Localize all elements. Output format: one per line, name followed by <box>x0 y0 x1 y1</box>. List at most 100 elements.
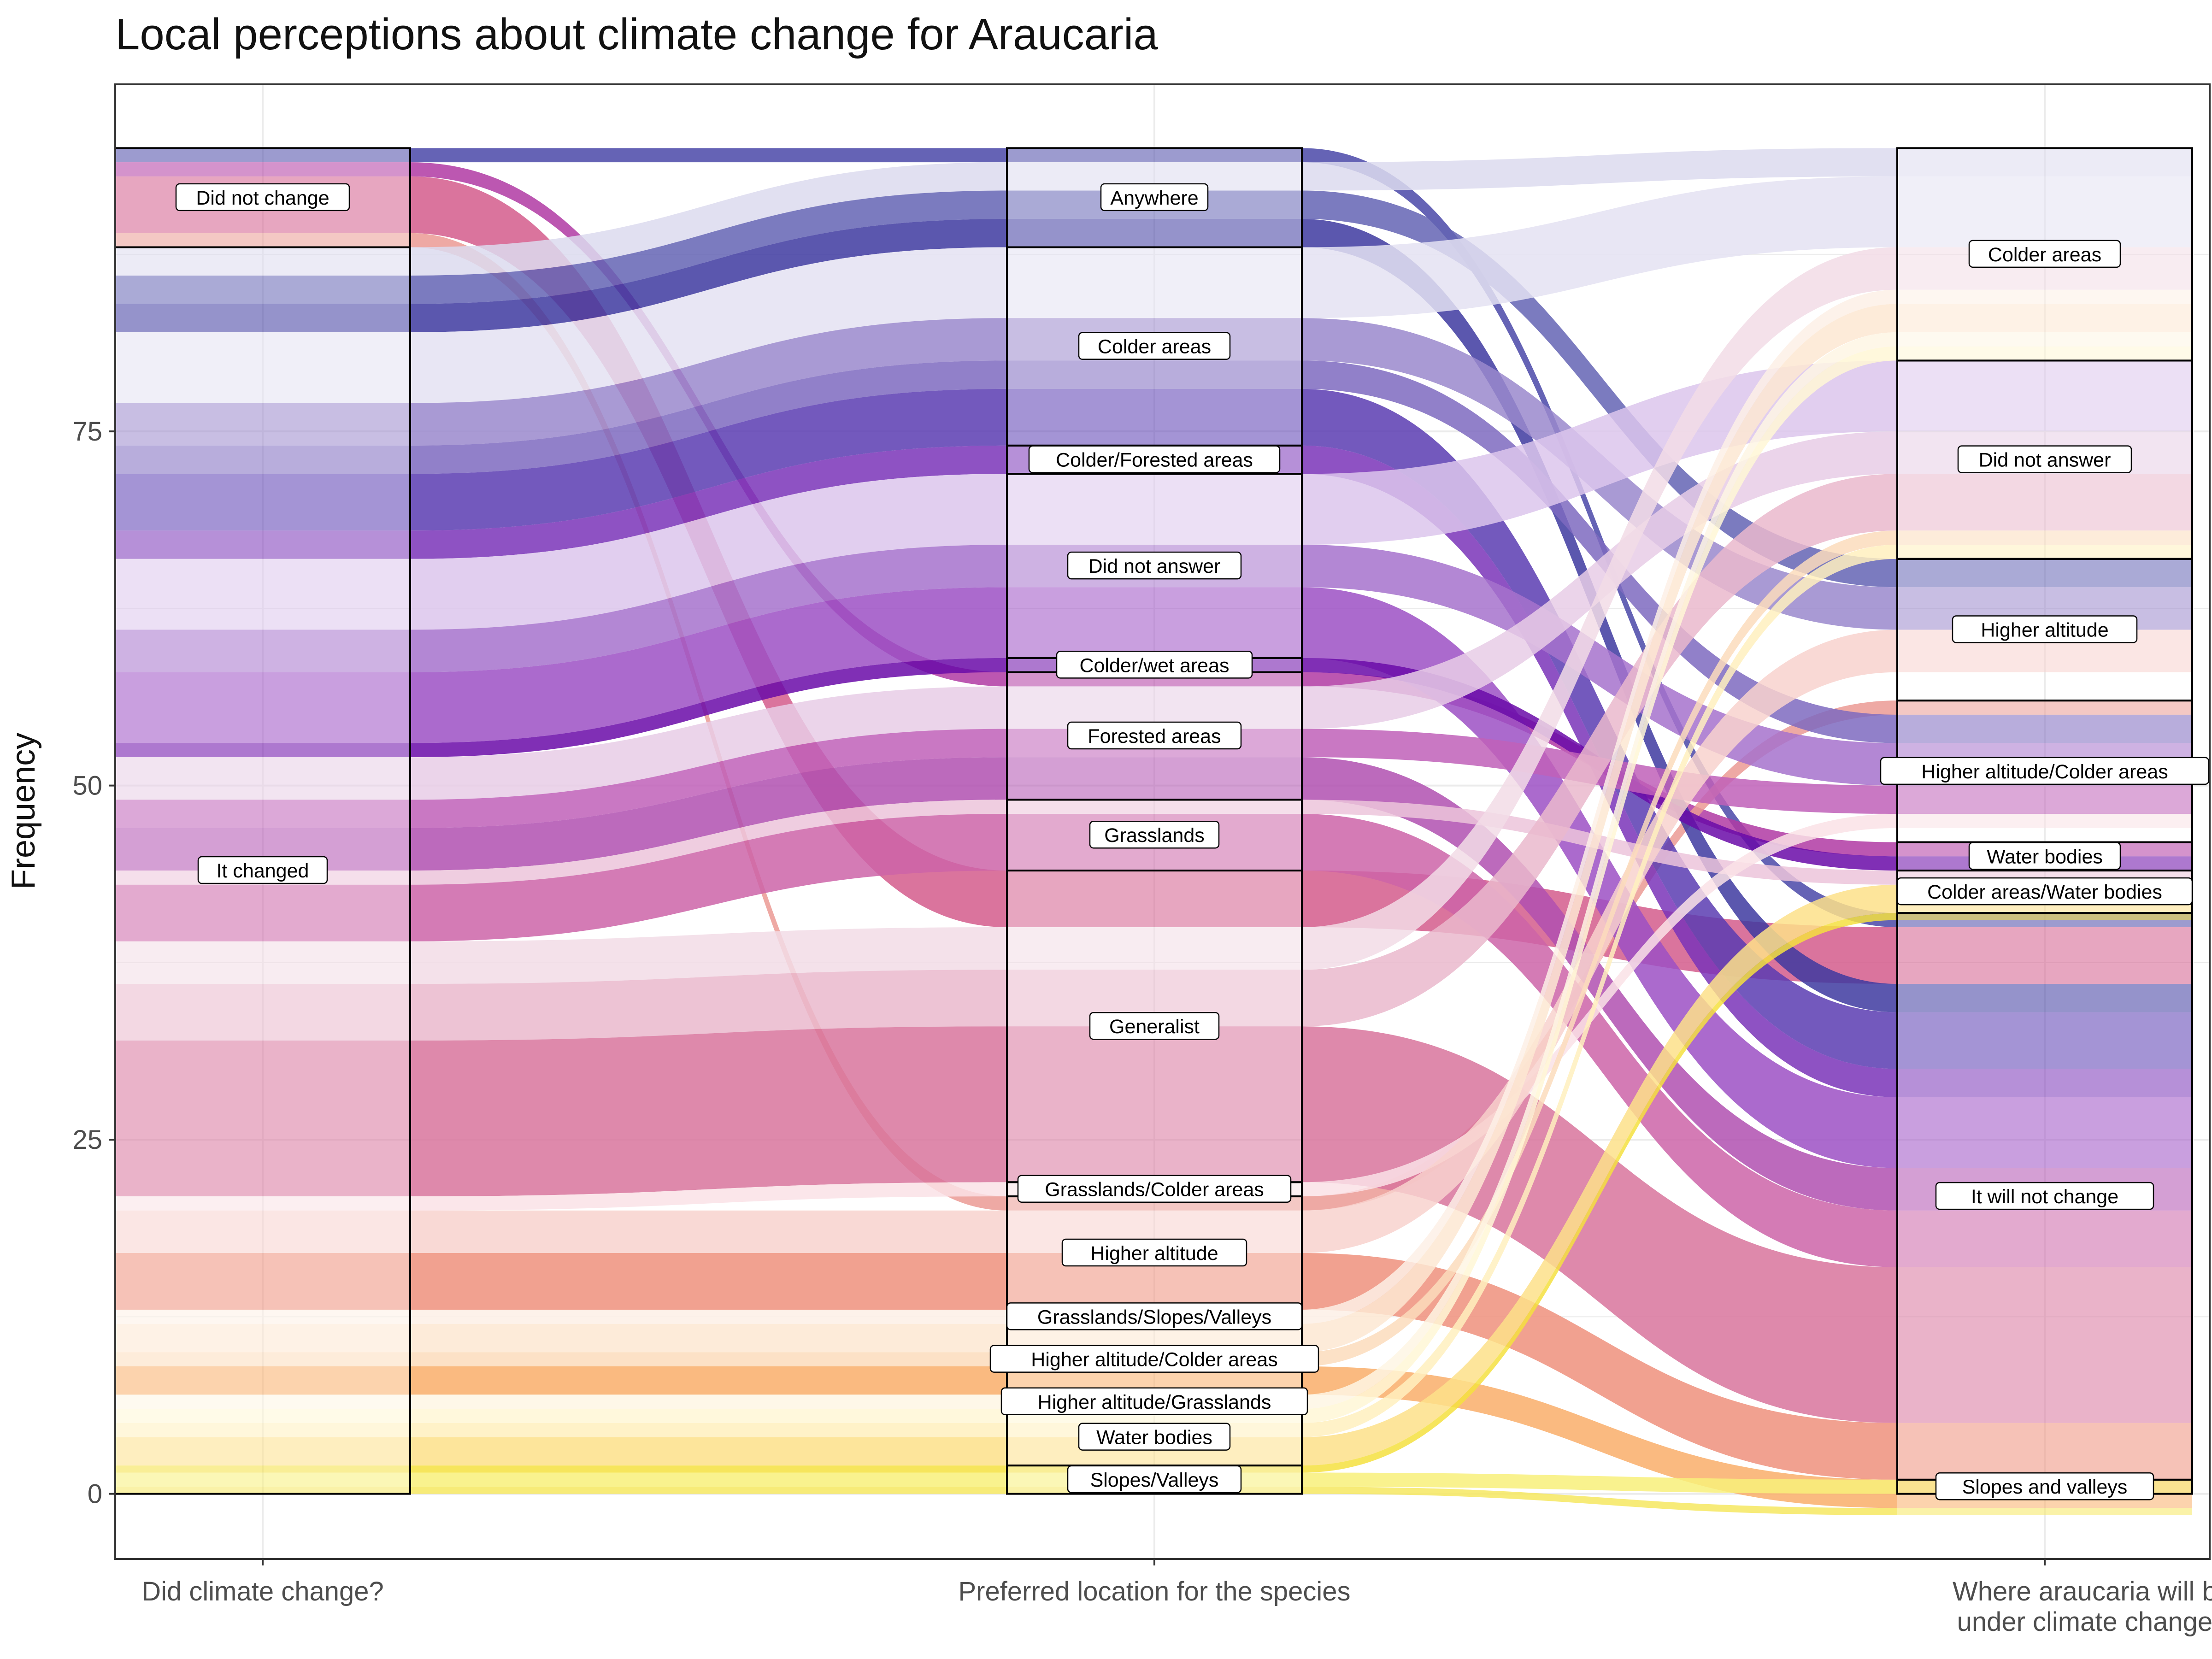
flow-lode-axis3 <box>1897 545 2192 559</box>
flow-lode-axis1 <box>115 1437 410 1466</box>
flow-ribbon-left <box>410 1352 1007 1366</box>
stratum-label: It changed <box>217 860 309 882</box>
stratum-label: Higher altitude/Colder areas <box>1031 1349 1277 1371</box>
flow-ribbon-left <box>410 445 1007 559</box>
stratum-label: Grasslands/Slopes/Valleys <box>1037 1306 1271 1328</box>
x-axis-category-label: Where araucaria will be <box>1953 1577 2212 1606</box>
stratum-label: Did not answer <box>1088 555 1221 577</box>
y-tick-label: 75 <box>72 417 102 447</box>
flow-ribbon-left <box>410 729 1007 828</box>
flow-lode-axis1 <box>115 800 410 828</box>
flow-ribbon-left <box>410 1423 1007 1437</box>
flow-ribbon-left <box>410 1309 1007 1324</box>
stratum-label-box <box>1017 1175 1292 1203</box>
stratum-label-box <box>175 183 350 212</box>
stratum-label: Higher altitude <box>1981 619 2108 641</box>
flow-ribbon-right <box>1302 247 1897 970</box>
stratum-label-box <box>1100 183 1209 212</box>
flow-lode-axis3 <box>1897 1012 2192 1069</box>
flow-lode-axis3 <box>1897 1069 2192 1097</box>
y-tick-label: 0 <box>88 1479 102 1509</box>
flow-lode-axis3 <box>1897 913 2192 920</box>
flow-lode-axis3 <box>1897 289 2192 304</box>
stratum-label-box <box>1935 1472 2154 1500</box>
x-axis-category-label: Preferred location for the species <box>958 1577 1350 1606</box>
flow-ribbon-right <box>1302 913 1897 1473</box>
flow-lode-axis2 <box>1007 1026 1302 1182</box>
flow-ribbon-left <box>410 1324 1007 1353</box>
stratum-label-box <box>989 1345 1319 1373</box>
flow-ribbon-right <box>1302 814 1897 1197</box>
flow-lode-axis2 <box>1007 388 1302 446</box>
x-axis-category-label: Did climate change? <box>141 1577 384 1606</box>
y-tick-label: 25 <box>72 1125 102 1155</box>
chart-title: Local perceptions about climate change f… <box>115 10 1158 59</box>
stratum-label-box <box>1896 877 2193 906</box>
flow-ribbon-left <box>410 1253 1007 1310</box>
stratum-label: Higher altitude/Colder areas <box>1921 761 2168 783</box>
flow-ribbon-left <box>410 233 1007 1211</box>
stratum-label: Colder/wet areas <box>1079 654 1229 677</box>
flow-ribbon-right <box>1302 332 1897 1409</box>
flow-lode-axis2 <box>1007 474 1302 545</box>
flow-lode-axis1 <box>115 162 410 176</box>
flow-lode-axis1 <box>115 1394 410 1409</box>
flow-lode-axis2 <box>1007 148 1302 163</box>
stratum-label-box <box>1089 820 1220 849</box>
flow-lode-axis3 <box>1897 1267 2192 1423</box>
stratum-label-box <box>1056 651 1253 679</box>
flow-ribbon-left <box>410 1366 1007 1395</box>
flow-lode-axis2 <box>1007 587 1302 658</box>
flow-lode-axis1 <box>115 1196 410 1211</box>
stratum-label: Grasslands/Colder areas <box>1045 1179 1264 1201</box>
flow-lode-axis2 <box>1007 871 1302 928</box>
flow-ribbon-right <box>1302 530 1897 1366</box>
flow-lode-axis1 <box>115 1040 410 1197</box>
stratum-label: Did not answer <box>1979 449 2111 471</box>
axes: 0 25 50 75 Did climate change? Preferred loca… <box>72 417 2212 1637</box>
flow-ribbon-right <box>1302 1026 1897 1423</box>
flow-lode-axis3 <box>1897 714 2192 743</box>
flow-lode-axis2 <box>1007 757 1302 800</box>
flow-ribbon-left <box>410 318 1007 446</box>
flow-lode-axis1 <box>115 304 410 332</box>
flow-lode-axis3 <box>1897 983 2192 1012</box>
stratum-label-box <box>1067 551 1242 580</box>
flow-ribbon-right <box>1302 148 1897 191</box>
stratum-label: It will not change <box>1971 1186 2118 1208</box>
flow-ribbon-right <box>1302 346 1897 1423</box>
stratum-label-box <box>1935 1182 2154 1210</box>
flow-lode-axis2 <box>1007 219 1302 247</box>
flow-lode-axis3 <box>1897 785 2192 814</box>
flow-ribbon-right <box>1302 289 1897 1324</box>
flow-lode-axis1 <box>115 559 410 630</box>
flow-ribbon-left <box>410 814 1007 941</box>
flow-lode-axis3 <box>1897 474 2192 531</box>
flow-ribbon-left <box>410 1487 1007 1494</box>
flow-ribbon-left <box>410 190 1007 304</box>
x-axis-category-label: under climate change? <box>1957 1607 2212 1637</box>
stratum-label: Water bodies <box>1096 1427 1212 1449</box>
flow-ribbon-right <box>1302 431 1897 729</box>
stratum-label: Grasslands <box>1104 824 1204 847</box>
plot-panel-border <box>114 83 2211 1560</box>
flow-lode-axis1 <box>115 743 410 758</box>
flow-ribbon-right <box>1302 176 1897 318</box>
flow-lode-axis1 <box>115 941 410 984</box>
flow-ribbon-left <box>410 162 1007 276</box>
flow-lode-axis3 <box>1897 700 2192 715</box>
flow-lode-axis1 <box>115 1423 410 1437</box>
stratum-label-box <box>1968 842 2121 870</box>
stratum-label-box <box>1000 1387 1308 1416</box>
flow-ribbon-left <box>410 219 1007 332</box>
flow-ribbon-left <box>410 1437 1007 1466</box>
flow-lode-axis1 <box>115 445 410 474</box>
stratum-label: Did not change <box>196 187 329 209</box>
flow-ribbon-left <box>410 1210 1007 1253</box>
flow-lode-axis1 <box>115 1409 410 1423</box>
flow-lode-axis3 <box>1897 1423 2192 1480</box>
stratum-label: Forested areas <box>1088 725 1221 747</box>
flow-ribbon-left <box>410 1026 1007 1197</box>
flow-lode-axis1 <box>115 1465 410 1473</box>
stratum-label-box <box>1078 1423 1231 1451</box>
